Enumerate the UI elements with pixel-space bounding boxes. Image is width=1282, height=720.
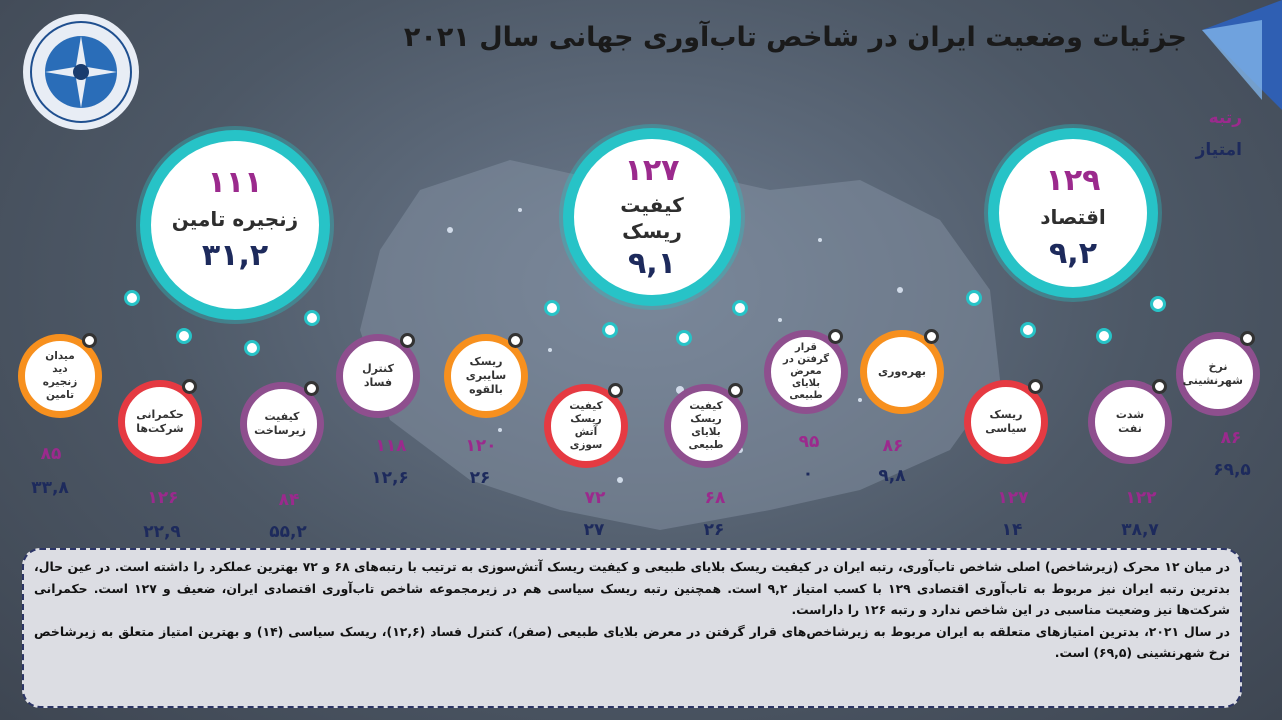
sub-circle-urbanization: نرخ شهرنشینی	[1176, 331, 1260, 416]
main-circle-supply-chain: ۱۱۱ زنجیره تامین ۳۱,۲	[140, 130, 330, 320]
sub-rank: ۱۲۲	[1125, 488, 1157, 508]
sub-rank: ۹۵	[798, 432, 820, 452]
sub-circle-natural-disaster-risk-quality: کیفیت ریسک بلایای طبیعی	[664, 383, 748, 468]
sub-score: ۲۶	[469, 468, 491, 488]
main-rank: ۱۲۹	[1045, 163, 1101, 198]
sub-rank: ۸۶	[1220, 428, 1242, 448]
sub-circle-productivity: بهره‌وری	[860, 329, 944, 414]
sub-circle-corporate-governance: حکمرانی شرکت‌ها	[118, 379, 202, 464]
sub-rank: ۱۲۶	[147, 488, 179, 508]
main-label: اقتصاد	[1040, 205, 1106, 229]
sub-label: بهره‌وری	[878, 365, 926, 378]
sub-rank: ۸۴	[278, 490, 300, 510]
connector-dot	[602, 322, 618, 338]
sub-rank: ۱۲۷	[997, 488, 1029, 508]
sub-score: ۳۳,۸	[31, 478, 69, 498]
sub-rank: ۱۲۰	[465, 436, 497, 456]
main-circle-economy: ۱۲۹ اقتصاد ۹,۲	[988, 128, 1158, 298]
sub-label: کیفیت ریسک بلایای طبیعی	[688, 400, 724, 451]
sub-label: ریسک سیاسی	[985, 408, 1027, 435]
sub-circle-infrastructure-quality: کیفیت زیرساخت	[240, 381, 324, 466]
sub-score: ۳۸,۷	[1121, 520, 1159, 540]
sub-score: ۲۲,۹	[143, 522, 181, 542]
sub-score: ۶۹,۵	[1213, 460, 1251, 480]
main-score: ۹,۲	[1048, 236, 1098, 271]
main-rank: ۱۱۱	[207, 165, 263, 200]
connector-dot	[304, 310, 320, 326]
sub-label: حکمرانی شرکت‌ها	[136, 408, 184, 435]
main-label: کیفیت ریسک	[620, 193, 684, 243]
note-paragraph-1: در میان ۱۲ محرک (زیرشاخص) اصلی شاخص تاب‌…	[34, 559, 1230, 617]
sub-score: ۵۵,۲	[269, 522, 307, 542]
sub-circle-fire-risk-quality: کیفیت ریسک آتش سوزی	[544, 383, 628, 468]
connector-dot	[544, 300, 560, 316]
legend-score: امتیاز	[1195, 140, 1242, 160]
summary-note: در میان ۱۲ محرک (زیرشاخص) اصلی شاخص تاب‌…	[22, 548, 1242, 708]
connector-dot	[732, 300, 748, 316]
legend-rank: رتبه	[1208, 108, 1242, 128]
main-rank: ۱۲۷	[624, 153, 680, 188]
sub-rank: ۶۸	[704, 488, 726, 508]
main-label: زنجیره تامین	[171, 207, 299, 231]
sub-rank: ۸۵	[40, 444, 62, 464]
sub-rank: ۸۶	[882, 436, 904, 456]
sub-score: ۰	[802, 464, 814, 484]
sub-label: کیفیت زیرساخت	[254, 410, 306, 437]
connector-dot	[1096, 328, 1112, 344]
connector-dot	[966, 290, 982, 306]
sub-label: کیفیت ریسک آتش سوزی	[569, 400, 603, 451]
sub-label: کنترل فساد	[362, 362, 394, 389]
connector-dot	[124, 290, 140, 306]
connector-dot	[1150, 296, 1166, 312]
sub-label: نرخ شهرنشینی	[1182, 360, 1243, 387]
sub-circle-cyber-risk: ریسک سایبری بالقوه	[444, 333, 528, 418]
sub-score: ۲۶	[703, 520, 725, 540]
sub-label: ریسک سایبری بالقوه	[465, 355, 507, 396]
sub-circle-oil-intensity: شدت نفت	[1088, 379, 1172, 464]
corner-decoration	[1202, 0, 1282, 110]
sub-score: ۱۴	[1001, 520, 1023, 540]
connector-dot	[1020, 322, 1036, 338]
sub-circle-political-risk: ریسک سیاسی	[964, 379, 1048, 464]
sub-score: ۲۷	[583, 520, 605, 540]
note-paragraph-2: در سال ۲۰۲۱، بدترین امتیازهای متعلقه به …	[34, 623, 1231, 661]
main-circle-risk-quality: ۱۲۷ کیفیت ریسک ۹,۱	[563, 128, 741, 306]
main-score: ۳۱,۲	[201, 238, 269, 273]
chamber-logo	[23, 14, 139, 130]
sub-rank: ۷۲	[584, 488, 606, 508]
connector-dot	[176, 328, 192, 344]
main-score: ۹,۱	[627, 246, 677, 281]
sub-rank: ۱۱۸	[375, 436, 407, 456]
connector-dot	[676, 330, 692, 346]
sub-label: قرار گرفتن در معرض بلایای طبیعی	[782, 342, 830, 401]
sub-circle-supply-chain-visibility: میدان دید زنجیره تامین	[18, 333, 102, 418]
sub-label: میدان دید زنجیره تامین	[42, 350, 78, 401]
sub-score: ۱۲,۶	[371, 468, 409, 488]
connector-dot	[244, 340, 260, 356]
page-title: جزئیات وضعیت ایران در شاخص تاب‌آوری جهان…	[403, 22, 1187, 53]
sub-circle-natural-disaster-exposure: قرار گرفتن در معرض بلایای طبیعی	[764, 329, 848, 414]
sub-circle-corruption-control: کنترل فساد	[336, 333, 420, 418]
sub-score: ۹,۸	[878, 466, 906, 486]
sub-label: شدت نفت	[1115, 408, 1145, 435]
